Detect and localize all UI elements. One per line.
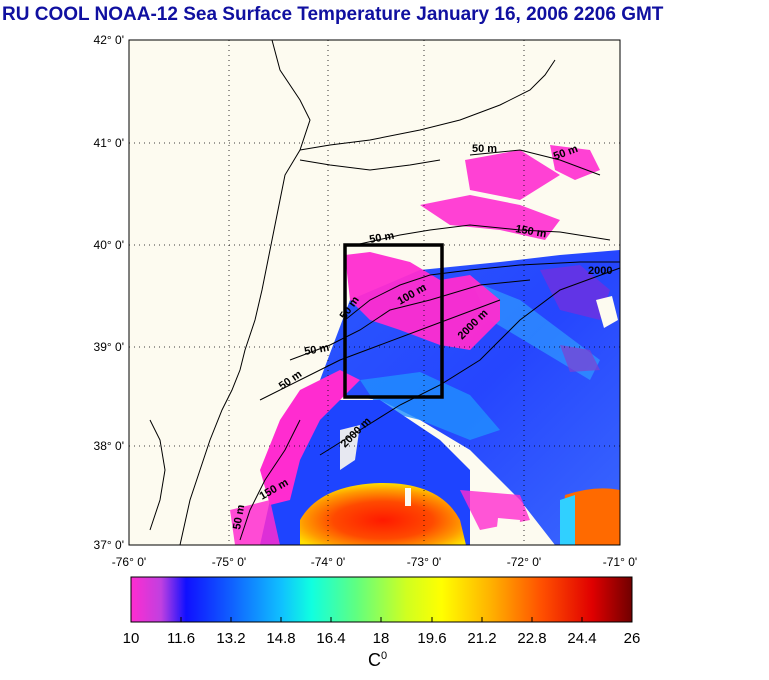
lat-label: 40° 0' [94, 238, 124, 252]
lat-label: 41° 0' [94, 136, 124, 150]
isobath-label: 50 m [368, 230, 395, 246]
lon-label: -74° 0' [311, 555, 345, 569]
colorbar-tick-label: 14.8 [266, 630, 295, 647]
lat-label: 39° 0' [94, 340, 124, 354]
latitude-labels: 42° 0' 41° 0' 40° 0' 39° 0' 38° 0' 37° 0… [94, 33, 124, 552]
isobath-label: 50 m [231, 504, 247, 531]
coastline [149, 39, 556, 546]
colorbar-tick-label: 21.2 [467, 630, 496, 647]
lon-label: -76° 0' [112, 555, 146, 569]
isobath-label: 50 m [303, 342, 330, 358]
lon-label: -73° 0' [407, 555, 441, 569]
lon-label: -75° 0' [212, 555, 246, 569]
sst-imagery [230, 145, 620, 545]
isobaths [239, 149, 621, 541]
colorbar-tick-label: 10 [123, 630, 140, 647]
colorbar [130, 576, 633, 623]
lat-label: 38° 0' [94, 439, 124, 453]
isobath-label: 2000 [588, 265, 612, 277]
colorbar-tick-label: 13.2 [216, 630, 245, 647]
colorbar-labels: 10 11.6 13.2 14.8 16.4 18 19.6 21.2 22.8… [123, 630, 641, 647]
map-title: RU COOL NOAA-12 Sea Surface Temperature … [2, 4, 664, 25]
colorbar-tick-label: 18 [373, 630, 390, 647]
study-area-box [343, 243, 444, 399]
colorbar-unit-text: C [368, 650, 381, 670]
lat-label: 37° 0' [94, 538, 124, 552]
colorbar-tick-label: 24.4 [567, 630, 596, 647]
longitude-labels: -76° 0' -75° 0' -74° 0' -73° 0' -72° 0' … [112, 555, 637, 569]
isobath-label: 50 m [472, 143, 497, 155]
lat-label: 42° 0' [94, 33, 124, 47]
colorbar-tick-label: 19.6 [417, 630, 446, 647]
colorbar-tick-label: 26 [624, 630, 641, 647]
map-frame [128, 39, 621, 546]
colorbar-tick-label: 11.6 [167, 630, 195, 647]
lon-label: -71° 0' [603, 555, 637, 569]
lon-label: -72° 0' [507, 555, 541, 569]
colorbar-ticks [130, 617, 633, 622]
isobath-label: 150 m [514, 223, 547, 240]
colorbar-unit-sup: 0 [381, 650, 388, 662]
colorbar-tick-label: 16.4 [316, 630, 345, 647]
colorbar-tick-label: 22.8 [517, 630, 546, 647]
colorbar-unit: C0 [368, 650, 387, 671]
